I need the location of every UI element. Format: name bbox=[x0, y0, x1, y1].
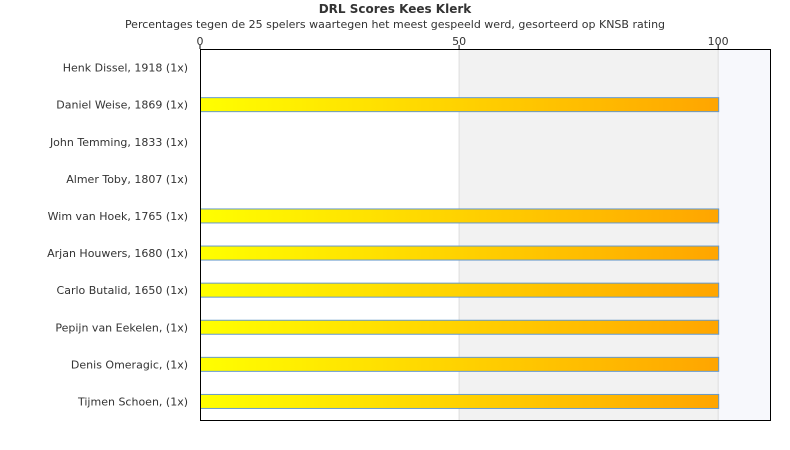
bar bbox=[200, 356, 720, 372]
bar bbox=[200, 393, 720, 409]
category-label: Carlo Butalid, 1650 (1x) bbox=[57, 284, 188, 297]
category-label: John Temming, 1833 (1x) bbox=[49, 136, 188, 149]
category-label: Wim van Hoek, 1765 (1x) bbox=[48, 210, 188, 223]
bar bbox=[200, 282, 720, 298]
chart-title: DRL Scores Kees Klerk bbox=[318, 2, 472, 16]
bar bbox=[200, 97, 720, 113]
x-tick-label: 100 bbox=[708, 35, 729, 48]
category-label: Arjan Houwers, 1680 (1x) bbox=[47, 247, 188, 260]
category-label: Daniel Weise, 1869 (1x) bbox=[56, 99, 188, 112]
x-tick-label: 50 bbox=[452, 35, 466, 48]
x-tick-label: 0 bbox=[197, 35, 204, 48]
category-label: Almer Toby, 1807 (1x) bbox=[66, 173, 188, 186]
category-label: Denis Omeragic, (1x) bbox=[71, 358, 188, 371]
plot-band-100-110 bbox=[718, 49, 770, 420]
plot-border bbox=[200, 49, 771, 421]
category-label: Tijmen Schoen, (1x) bbox=[77, 395, 188, 408]
bar bbox=[200, 208, 720, 224]
category-label: Pepijn van Eekelen, (1x) bbox=[55, 321, 188, 334]
bar bbox=[200, 319, 720, 335]
chart-subtitle: Percentages tegen de 25 spelers waartege… bbox=[124, 18, 666, 31]
bar bbox=[200, 245, 720, 261]
category-label: Henk Dissel, 1918 (1x) bbox=[63, 62, 188, 75]
